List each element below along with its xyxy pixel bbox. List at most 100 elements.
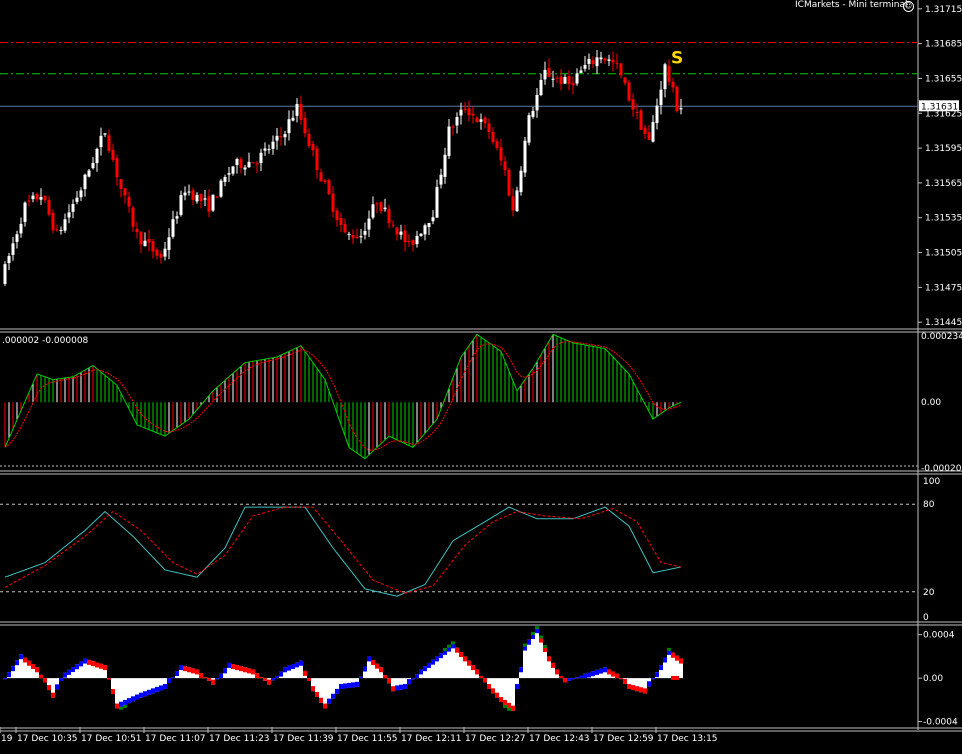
candle [435, 179, 439, 218]
candle [331, 186, 335, 218]
candle [31, 192, 35, 203]
candle [527, 112, 531, 146]
candle-body [407, 240, 411, 242]
candle-body [103, 133, 107, 135]
ao-bar-cap [111, 689, 115, 695]
candle-body [43, 195, 47, 201]
candle-body [99, 135, 103, 148]
candle [507, 167, 511, 197]
candle [591, 56, 595, 69]
ao-bar-cap [339, 683, 343, 689]
candle-body [619, 63, 623, 76]
price-levels [0, 41, 918, 107]
ao-bar-cap [143, 691, 147, 697]
candle-body [599, 57, 603, 60]
candle-body [3, 264, 7, 284]
candle-body [535, 94, 539, 111]
candle-body [583, 65, 587, 69]
candle [339, 212, 343, 233]
ao-bar-cap [291, 664, 295, 670]
ao-bar-cap [375, 663, 379, 669]
ao-bar-cap [315, 691, 319, 697]
ao-bar-cap [363, 666, 367, 672]
candle-body [371, 204, 375, 218]
candle-body [527, 115, 531, 143]
candle [95, 147, 99, 172]
ao-bar-cap [223, 668, 227, 674]
ao-bar-cap [135, 694, 139, 700]
candle [39, 188, 43, 205]
ao-bar [15, 660, 19, 679]
candle [599, 51, 603, 64]
candle [547, 58, 551, 78]
ao-bar-cap [171, 677, 175, 679]
ao-bar [639, 678, 643, 693]
candle [263, 142, 267, 156]
ao-bar-cap [267, 679, 271, 685]
candle [515, 186, 519, 213]
candle-body [79, 190, 83, 198]
ao-bar [31, 664, 35, 679]
ao-bar-cap [415, 674, 419, 679]
time-tick-label: 17 Dec 12:59 [593, 734, 654, 744]
smiley-icon[interactable]: ☺ [903, 1, 914, 12]
candle-body [471, 113, 475, 116]
ao-bar-cap [11, 666, 15, 672]
ao-bar-cap [615, 673, 619, 679]
candle-body [115, 158, 119, 178]
candle [451, 124, 455, 136]
ao-bar-cap [411, 678, 415, 680]
ao-extreme-mark [531, 631, 535, 635]
ao-bar-cap [567, 678, 571, 681]
time-tick-label: 17 Dec 10:35 [17, 734, 78, 744]
candle [387, 204, 391, 229]
ao-bar-cap [215, 678, 219, 680]
candle-body [615, 62, 619, 64]
ao-bar-cap [187, 667, 191, 673]
candle-body [447, 126, 451, 156]
ao-bar-cap [351, 682, 355, 688]
candle [155, 247, 159, 260]
ao-extreme-mark [119, 706, 123, 710]
candle-body [571, 83, 575, 86]
price-tick-label: 1.31535 [925, 214, 962, 224]
candle [311, 140, 315, 157]
ao-bar [547, 656, 551, 679]
stochastic-tick-label: 20 [923, 588, 935, 598]
ao-bar [455, 647, 459, 679]
candle-body [675, 86, 679, 111]
time-tick-label: 17 Dec 11:07 [145, 734, 206, 744]
ao-bar-cap [227, 662, 231, 668]
candle-body [563, 77, 567, 84]
ao-bar-cap [55, 684, 59, 690]
ao-bar-cap [131, 696, 135, 702]
ao-bar-cap [383, 675, 387, 679]
ao-bar-cap [515, 683, 519, 689]
ao-bar-cap [139, 692, 143, 698]
candle-body [507, 169, 511, 196]
ao-bar-cap [183, 666, 187, 672]
candle-body [459, 109, 463, 116]
ao-bar-cap [523, 645, 527, 651]
ao-bar [427, 662, 431, 679]
candle [603, 57, 607, 65]
candle [567, 70, 571, 91]
candle-body [391, 224, 395, 226]
ao-bar-cap [87, 659, 91, 665]
ao-bar-cap [487, 683, 491, 689]
candle-body [243, 167, 247, 170]
candle-body [271, 141, 275, 149]
candle-body [379, 202, 383, 212]
candle [303, 111, 307, 138]
ao-bar-cap [547, 656, 551, 662]
candle [103, 133, 107, 137]
ao-bar-cap [311, 686, 315, 692]
candle-body [179, 195, 183, 215]
ao-bar-cap [423, 666, 427, 672]
candle [439, 168, 443, 189]
ao-bar-cap [155, 686, 159, 692]
ao-bar [551, 662, 555, 679]
ao-bar [395, 678, 399, 691]
candle [235, 157, 239, 174]
